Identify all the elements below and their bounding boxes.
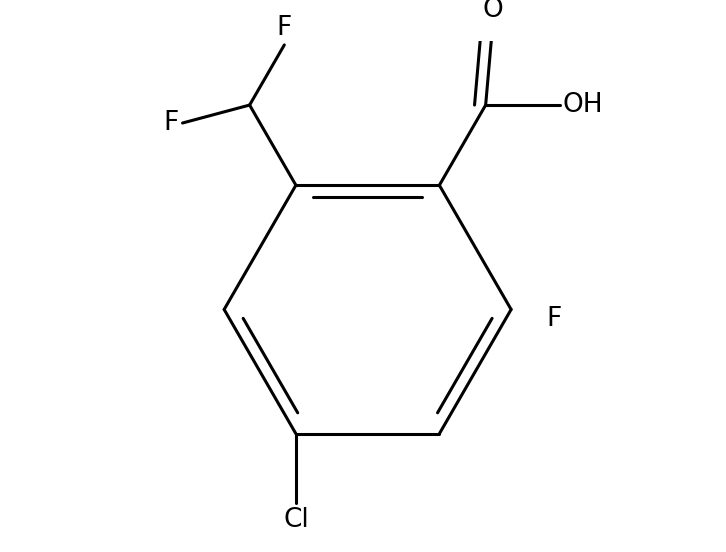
Text: O: O xyxy=(482,0,503,23)
Text: Cl: Cl xyxy=(283,507,309,533)
Text: F: F xyxy=(163,110,179,136)
Text: F: F xyxy=(277,15,292,41)
Text: OH: OH xyxy=(563,92,603,118)
Text: F: F xyxy=(546,306,561,332)
